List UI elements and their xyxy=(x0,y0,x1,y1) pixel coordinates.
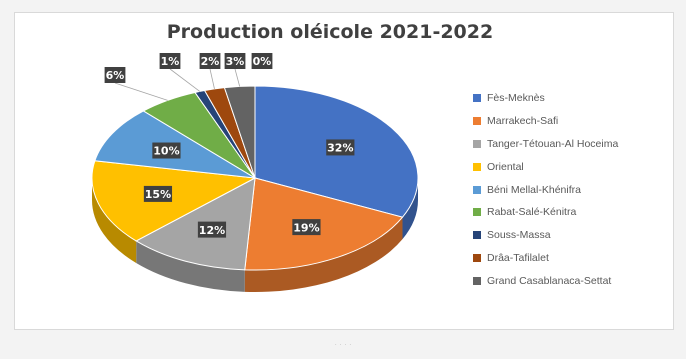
legend-item-oriental: Oriental xyxy=(473,155,618,178)
leader-line-grand-casablanaca-settat xyxy=(234,68,241,87)
pie-slice-grand-casablanaca-settat xyxy=(223,85,256,179)
pie-slice-side-oriental xyxy=(92,178,137,263)
leader-line-souss-massa xyxy=(169,68,201,92)
legend-swatch xyxy=(473,94,481,103)
legend-item-grand-casablanaca-settat: Grand Casablanaca-Settat xyxy=(473,269,618,292)
data-label-tanger-tetouan-al-hoceima: 12% xyxy=(199,224,225,237)
leader-line-rabat-sale-kenitra xyxy=(114,82,168,101)
pie-slice-marrakech-safi xyxy=(244,177,404,271)
legend-item-fes-meknes: Fès-Meknès xyxy=(473,87,618,110)
data-label-souss-massa: 1% xyxy=(161,55,180,68)
legend: Fès-Meknès Marrakech-Safi Tanger-Tétouan-A… xyxy=(473,87,618,292)
data-label-oriental-box xyxy=(143,185,173,202)
legend-item-beni-mellal-khenifra: Béni Mellal-Khénifra xyxy=(473,178,618,201)
legend-swatch xyxy=(473,231,481,240)
pie-chart: 32% 19% 12% 15% 10% 6% 1% 2% 3% 0% xyxy=(91,53,419,292)
legend-label: Fès-Meknès xyxy=(487,92,545,105)
data-label-rabat-sale-kenitra-box xyxy=(104,67,126,83)
data-label-beni-mellal-khenifra: 10% xyxy=(153,145,179,158)
chart-title: Production oléicole 2021-2022 xyxy=(166,21,494,43)
leader-line-draa-tafilalet xyxy=(209,68,215,89)
legend-swatch xyxy=(473,185,481,194)
data-label-marrakech-safi: 19% xyxy=(293,221,319,234)
pie-slice-side-marrakech-safi xyxy=(244,217,403,292)
legend-swatch xyxy=(473,208,481,217)
data-label-extra: 0% xyxy=(253,55,272,68)
data-label-fes-meknes-box xyxy=(326,139,355,156)
data-label-extra-box xyxy=(251,53,273,69)
legend-label: Marrakech-Safi xyxy=(487,115,559,128)
chart-area: 32% 19% 12% 15% 10% 6% 1% 2% 3% 0% Production olé… xyxy=(14,12,674,330)
footer-text: · · · · xyxy=(334,340,352,349)
legend-swatch xyxy=(473,276,481,285)
pie-slice-tanger-tetouan-al-hoceima xyxy=(135,177,256,271)
legend-label: Drâa-Tafilalet xyxy=(487,251,549,264)
data-label-souss-massa-box xyxy=(159,53,181,69)
legend-item-tanger-tetouan-al-hoceima: Tanger-Tétouan-Al Hoceima xyxy=(473,133,618,156)
legend-label: Oriental xyxy=(487,160,524,173)
legend-item-souss-massa: Souss-Massa xyxy=(473,224,618,247)
legend-label: Rabat-Salé-Kénitra xyxy=(487,206,577,219)
data-label-marrakech-safi-box xyxy=(292,219,321,236)
data-label-draa-tafilalet: 2% xyxy=(201,55,220,68)
legend-label: Grand Casablanaca-Settat xyxy=(487,274,612,287)
data-label-oriental: 15% xyxy=(145,188,171,201)
legend-label: Souss-Massa xyxy=(487,229,551,242)
data-label-rabat-sale-kenitra: 6% xyxy=(106,69,125,82)
legend-swatch xyxy=(473,117,481,126)
legend-label: Tanger-Tétouan-Al Hoceima xyxy=(487,137,619,150)
data-label-draa-tafilalet-box xyxy=(199,53,221,69)
data-label-grand-casablanaca-settat-box xyxy=(224,53,246,69)
legend-item-draa-tafilalet: Drâa-Tafilalet xyxy=(473,247,618,270)
data-label-beni-mellal-khenifra-box xyxy=(152,142,181,159)
pie-slice-oriental xyxy=(91,160,257,242)
data-label-grand-casablanaca-settat: 3% xyxy=(226,55,245,68)
legend-swatch xyxy=(473,253,481,262)
legend-swatch xyxy=(473,162,481,171)
legend-item-rabat-sale-kenitra: Rabat-Salé-Kénitra xyxy=(473,201,618,224)
data-label-fes-meknes: 32% xyxy=(327,142,353,155)
legend-swatch xyxy=(473,139,481,148)
pie-slice-side-fes-meknes xyxy=(402,178,418,240)
data-label-tanger-tetouan-al-hoceima-box xyxy=(197,221,227,238)
pie-slice-side-tanger-tetouan-al-hoceima xyxy=(136,240,245,292)
legend-item-marrakech-safi: Marrakech-Safi xyxy=(473,110,618,133)
legend-label: Béni Mellal-Khénifra xyxy=(487,183,581,196)
